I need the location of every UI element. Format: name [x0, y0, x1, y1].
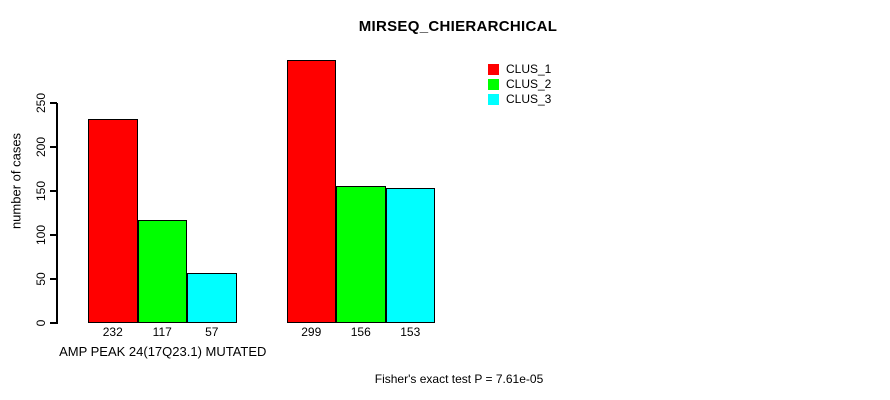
legend-swatch-clus_1	[488, 64, 499, 75]
bar-value-label-clus_1-group1: 232	[102, 325, 123, 339]
y-axis-line	[56, 103, 58, 324]
bar-value-label-clus_2-group1: 117	[152, 325, 172, 339]
x-axis-group-label: AMP PEAK 24(17Q23.1) MUTATED	[59, 344, 267, 359]
legend-label-clus_2: CLUS_2	[506, 77, 552, 91]
y-tick-label: 50	[34, 272, 48, 286]
legend-row-clus_3: CLUS_3	[488, 92, 552, 106]
legend: CLUS_1 CLUS_2 CLUS_3	[488, 62, 552, 109]
y-axis-label-text: number of cases	[8, 132, 24, 230]
y-tick-150	[50, 190, 57, 192]
legend-label-clus_3: CLUS_3	[506, 92, 552, 106]
bar-clus_3-group1	[187, 272, 237, 323]
y-tick-250	[50, 102, 57, 104]
y-tick-label: 100	[34, 224, 48, 246]
y-tick-label: 150	[34, 180, 48, 202]
bar-clus_1-group1	[88, 118, 138, 323]
y-tick-label: 250	[34, 92, 48, 114]
bar-clus_1-group2	[286, 59, 336, 323]
y-tick-label: 200	[34, 136, 48, 158]
bar-clus_3-group2	[385, 188, 435, 323]
y-tick-100	[50, 234, 57, 236]
bar-value-label-clus_3-group2: 153	[400, 325, 421, 339]
y-tick-200	[50, 146, 57, 148]
chart-title: MIRSEQ_CHIERARCHICAL	[358, 18, 558, 35]
bar-clus_2-group1	[137, 220, 187, 323]
legend-swatch-clus_2	[488, 79, 499, 90]
y-tick-50	[50, 278, 57, 280]
legend-label-clus_1: CLUS_1	[506, 62, 552, 76]
bar-value-label-clus_1-group2: 299	[301, 325, 322, 339]
y-tick-0	[50, 322, 57, 324]
y-tick-label: 0	[34, 319, 48, 327]
legend-swatch-clus_3	[488, 94, 499, 105]
legend-row-clus_1: CLUS_1	[488, 62, 552, 76]
bar-clus_2-group2	[336, 185, 386, 323]
legend-row-clus_2: CLUS_2	[488, 77, 552, 91]
bar-value-label-clus_2-group2: 156	[350, 325, 371, 339]
fisher-test-annotation: Fisher's exact test P = 7.61e-05	[374, 372, 544, 386]
bar-value-label-clus_3-group1: 57	[205, 325, 219, 339]
